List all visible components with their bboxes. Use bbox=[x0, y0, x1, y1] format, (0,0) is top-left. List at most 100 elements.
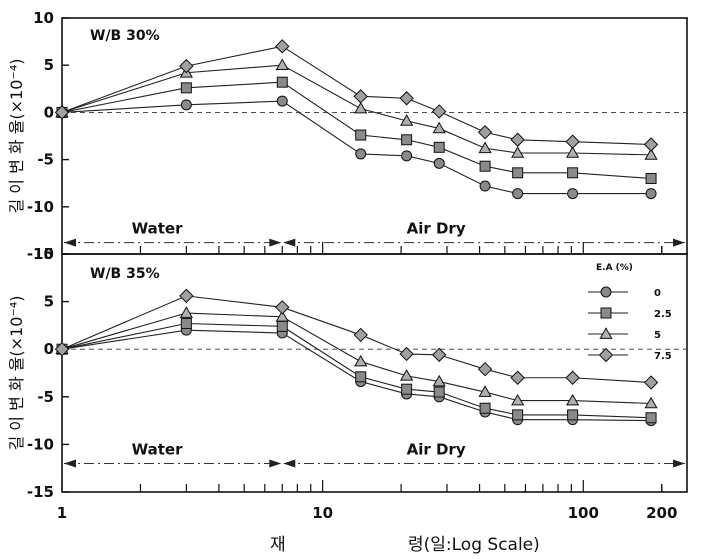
data-point bbox=[179, 306, 193, 318]
legend-marker bbox=[598, 347, 614, 363]
y-tick-label: -5 bbox=[37, 151, 54, 169]
data-point bbox=[399, 346, 414, 362]
data-point bbox=[510, 370, 525, 385]
legend-label: 7.5 bbox=[654, 351, 672, 362]
series-line bbox=[61, 322, 652, 419]
data-point bbox=[644, 148, 658, 160]
panel-1-plot: 10 5 0 -5 -10 -15 Water Air Dry bbox=[27, 9, 687, 263]
period-arrow-airdry-start bbox=[283, 238, 296, 247]
data-point bbox=[276, 76, 288, 88]
panel-bottom-ylabel: 길 이 변 화 율(×10⁻⁴) bbox=[7, 295, 26, 450]
data-point bbox=[643, 375, 659, 390]
period-arrow-right bbox=[673, 238, 685, 247]
data-point bbox=[512, 167, 524, 179]
series-line bbox=[61, 329, 652, 422]
data-point bbox=[567, 167, 579, 179]
data-point bbox=[355, 371, 367, 383]
data-point bbox=[354, 354, 368, 367]
y-tick-label: -5 bbox=[37, 388, 54, 406]
y-tick-label: 0 bbox=[44, 340, 54, 358]
legend-marker bbox=[600, 307, 612, 319]
y-tick-label: 5 bbox=[44, 56, 54, 74]
data-point bbox=[179, 288, 194, 304]
panel-bottom-frame bbox=[61, 253, 688, 493]
legend-title: E.A (%) bbox=[596, 263, 633, 273]
period-label: Air Dry bbox=[407, 220, 466, 238]
y-tick-label: 10 bbox=[33, 245, 54, 263]
x-tick-label: 100 bbox=[568, 504, 599, 522]
data-point bbox=[511, 393, 525, 406]
series-line bbox=[61, 312, 652, 405]
data-point bbox=[567, 188, 579, 200]
data-point bbox=[479, 160, 491, 172]
y-tick-label: -10 bbox=[27, 435, 54, 453]
y-tick-label: 0 bbox=[44, 103, 54, 121]
data-point bbox=[401, 383, 413, 395]
period-arrow-water-end bbox=[269, 459, 282, 468]
data-point bbox=[353, 327, 368, 343]
period-arrow-left bbox=[64, 459, 76, 468]
data-point bbox=[179, 58, 194, 74]
x-tick-label: 10 bbox=[312, 504, 333, 522]
data-point bbox=[54, 341, 70, 357]
legend: E.A (%) 0 2.5 5 7.5 bbox=[588, 263, 672, 363]
data-point bbox=[355, 129, 367, 141]
data-point bbox=[477, 361, 493, 377]
series-line bbox=[61, 295, 652, 384]
series-line bbox=[61, 100, 652, 195]
data-point bbox=[479, 402, 491, 414]
period-arrow-water-end bbox=[269, 238, 282, 247]
x-tick-label: 200 bbox=[646, 504, 677, 522]
data-point bbox=[275, 39, 290, 54]
data-point bbox=[355, 148, 367, 160]
data-point bbox=[180, 82, 192, 94]
data-point bbox=[512, 188, 524, 200]
period-arrow-left bbox=[64, 238, 76, 247]
data-point bbox=[400, 369, 414, 381]
legend-label: 2.5 bbox=[654, 309, 672, 320]
data-point bbox=[644, 396, 658, 409]
y-tick-label: 5 bbox=[44, 293, 54, 311]
data-point bbox=[479, 180, 491, 192]
data-point bbox=[478, 385, 492, 397]
data-point bbox=[510, 132, 525, 147]
data-point bbox=[645, 412, 657, 424]
data-point bbox=[401, 134, 413, 146]
panel-top-ylabel: 길 이 변 화 율(×10⁻⁴) bbox=[7, 58, 26, 213]
data-point bbox=[477, 125, 493, 140]
data-point bbox=[432, 374, 446, 387]
data-point bbox=[275, 310, 289, 322]
data-point bbox=[276, 320, 288, 332]
legend-label: 0 bbox=[654, 288, 661, 299]
data-point bbox=[399, 91, 414, 106]
data-point bbox=[433, 141, 445, 153]
data-point bbox=[275, 300, 290, 315]
data-point bbox=[565, 146, 580, 158]
series-line bbox=[61, 64, 652, 156]
x-axis-title-part-1: 재 bbox=[270, 535, 286, 555]
data-point bbox=[433, 157, 445, 169]
data-point bbox=[354, 101, 368, 114]
data-point bbox=[478, 141, 492, 154]
legend-marker bbox=[599, 327, 613, 339]
x-axis-title-part-2: 령(일:Log Scale) bbox=[408, 535, 540, 555]
data-point bbox=[645, 188, 657, 200]
data-point bbox=[512, 409, 524, 421]
data-point bbox=[565, 370, 580, 385]
data-point bbox=[276, 95, 288, 107]
data-point bbox=[353, 89, 368, 104]
y-tick-label: -10 bbox=[27, 198, 54, 216]
panel-bottom-label: W/B 35% bbox=[90, 266, 160, 282]
data-point bbox=[180, 99, 192, 111]
data-point bbox=[645, 172, 657, 184]
data-point bbox=[401, 150, 413, 162]
data-point bbox=[433, 386, 445, 398]
period-label: Air Dry bbox=[407, 440, 466, 458]
data-point bbox=[432, 121, 446, 134]
series-line bbox=[61, 45, 652, 146]
series-line bbox=[61, 81, 652, 180]
data-point bbox=[565, 393, 580, 406]
y-tick-label: 10 bbox=[33, 9, 54, 27]
data-point bbox=[275, 58, 289, 71]
